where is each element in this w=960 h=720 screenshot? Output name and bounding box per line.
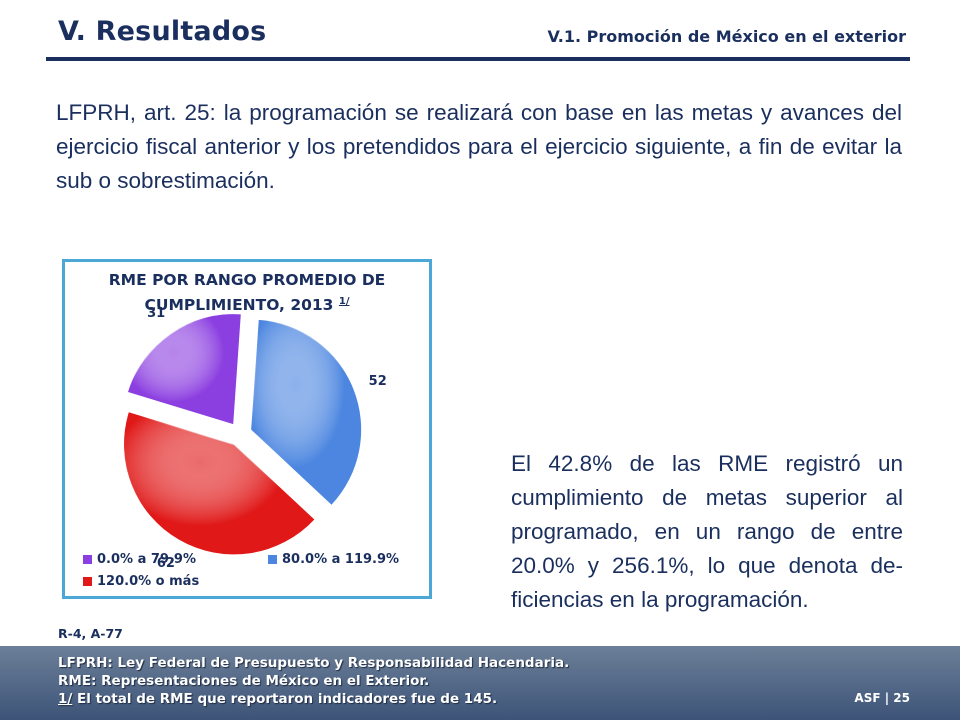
legend-swatch-purple	[83, 555, 92, 564]
legend-label: 120.0% o más	[97, 574, 200, 589]
legend-label: 0.0% a 79.9%	[97, 552, 196, 567]
pie-chart: 31 52 62	[123, 306, 387, 571]
footer-note-rme: RME: Representaciones de México en el Ex…	[58, 673, 430, 689]
legend-swatch-blue	[268, 555, 277, 564]
header-divider	[46, 57, 910, 61]
findings-paragraph: El 42.8% de las RME registró un cumplimi…	[511, 451, 903, 612]
footer-note-total: 1/ El total de RME que reportaron indica…	[58, 691, 497, 707]
footer-note-marker: 1/	[58, 691, 73, 707]
footer-band	[0, 646, 960, 720]
pie-data-label: 31	[147, 306, 165, 321]
footer-note-text: El total de RME que reportaron indicador…	[72, 691, 498, 707]
pie-data-label: 62	[157, 556, 175, 571]
footer-note-lfprh: LFPRH: Ley Federal de Presupuesto y Resp…	[58, 655, 570, 671]
pie-slice-high-shading	[123, 412, 315, 555]
pie-slice-low-shading	[128, 314, 241, 425]
legend-label: 80.0% a 119.9%	[282, 552, 400, 567]
intro-paragraph: LFPRH, art. 25: la programación se reali…	[56, 100, 902, 193]
legend-item-low: 0.0% a 79.9%	[83, 552, 196, 567]
legend-swatch-red	[83, 577, 92, 586]
chart-title: RME POR RANGO PROMEDIO DE CUMPLIMIENTO, …	[65, 270, 429, 316]
page-title: V. Resultados	[58, 16, 267, 47]
pie-data-label: 52	[369, 374, 387, 389]
pie-slice-mid-shading	[251, 319, 362, 505]
chart-title-text: RME POR RANGO PROMEDIO DE CUMPLIMIENTO, …	[108, 271, 386, 315]
section-subtitle: V.1. Promoción de México en el exterior	[547, 27, 906, 46]
reference-code: R-4, A-77	[58, 626, 123, 641]
legend-item-mid: 80.0% a 119.9%	[268, 552, 399, 567]
chart-title-note: 1/	[338, 296, 350, 307]
page-number: ASF | 25	[854, 691, 910, 705]
pie-chart-panel: RME POR RANGO PROMEDIO DE CUMPLIMIENTO, …	[62, 259, 432, 599]
legend-item-high: 120.0% o más	[83, 574, 199, 589]
